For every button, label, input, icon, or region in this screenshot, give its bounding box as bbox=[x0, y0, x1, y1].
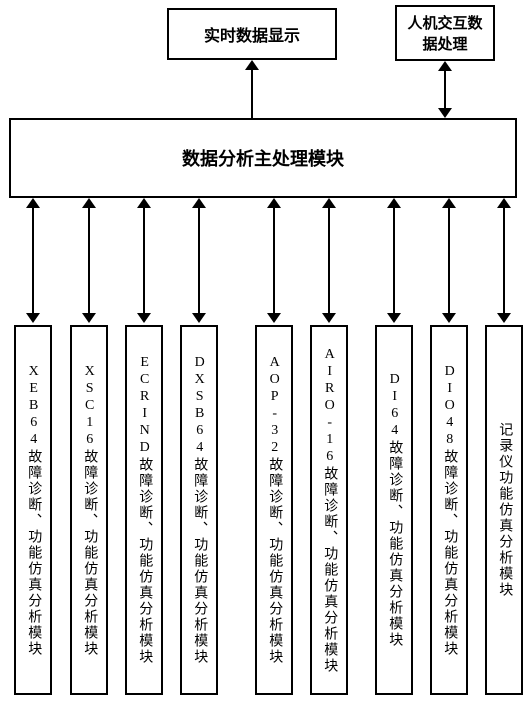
arrow-mod-8 bbox=[498, 198, 510, 323]
arrow-main-to-realtime bbox=[246, 60, 258, 118]
realtime-display-label: 实时数据显示 bbox=[200, 18, 304, 50]
arrow-mod-7 bbox=[443, 198, 455, 323]
module-label-3: DXSB64故障诊断、功能仿真分析模块 bbox=[188, 355, 210, 665]
module-label-7: DIO48故障诊断、功能仿真分析模块 bbox=[438, 364, 460, 657]
module-box-6: DI64故障诊断、功能仿真分析模块 bbox=[375, 325, 413, 695]
module-label-2: ECRIND故障诊断、功能仿真分析模块 bbox=[133, 355, 155, 665]
module-box-2: ECRIND故障诊断、功能仿真分析模块 bbox=[125, 325, 163, 695]
module-box-8: 记录仪功能仿真分析模块 bbox=[485, 325, 523, 695]
arrow-mod-3 bbox=[193, 198, 205, 323]
module-box-0: XEB64故障诊断、功能仿真分析模块 bbox=[14, 325, 52, 695]
module-box-1: XSC16故障诊断、功能仿真分析模块 bbox=[70, 325, 108, 695]
module-label-1: XSC16故障诊断、功能仿真分析模块 bbox=[78, 364, 100, 657]
main-processing-box: 数据分析主处理模块 bbox=[9, 118, 517, 198]
realtime-display-box: 实时数据显示 bbox=[167, 8, 337, 60]
module-label-0: XEB64故障诊断、功能仿真分析模块 bbox=[22, 364, 44, 657]
module-box-7: DIO48故障诊断、功能仿真分析模块 bbox=[430, 325, 468, 695]
hci-processing-box: 人机交互数据处理 bbox=[395, 5, 495, 61]
module-label-4: AOP-32故障诊断、功能仿真分析模块 bbox=[263, 355, 285, 665]
module-box-3: DXSB64故障诊断、功能仿真分析模块 bbox=[180, 325, 218, 695]
module-box-5: AIRO-16故障诊断、功能仿真分析模块 bbox=[310, 325, 348, 695]
arrow-mod-5 bbox=[323, 198, 335, 323]
module-label-8: 记录仪功能仿真分析模块 bbox=[493, 422, 515, 598]
arrow-mod-2 bbox=[138, 198, 150, 323]
arrow-mod-1 bbox=[83, 198, 95, 323]
module-label-6: DI64故障诊断、功能仿真分析模块 bbox=[383, 372, 405, 648]
arrow-mod-4 bbox=[268, 198, 280, 323]
arrow-main-hci bbox=[439, 61, 451, 118]
main-processing-label: 数据分析主处理模块 bbox=[178, 141, 348, 175]
arrow-mod-6 bbox=[388, 198, 400, 323]
hci-processing-label: 人机交互数据处理 bbox=[397, 8, 493, 58]
arrow-mod-0 bbox=[27, 198, 39, 323]
module-label-5: AIRO-16故障诊断、功能仿真分析模块 bbox=[318, 347, 340, 674]
module-box-4: AOP-32故障诊断、功能仿真分析模块 bbox=[255, 325, 293, 695]
